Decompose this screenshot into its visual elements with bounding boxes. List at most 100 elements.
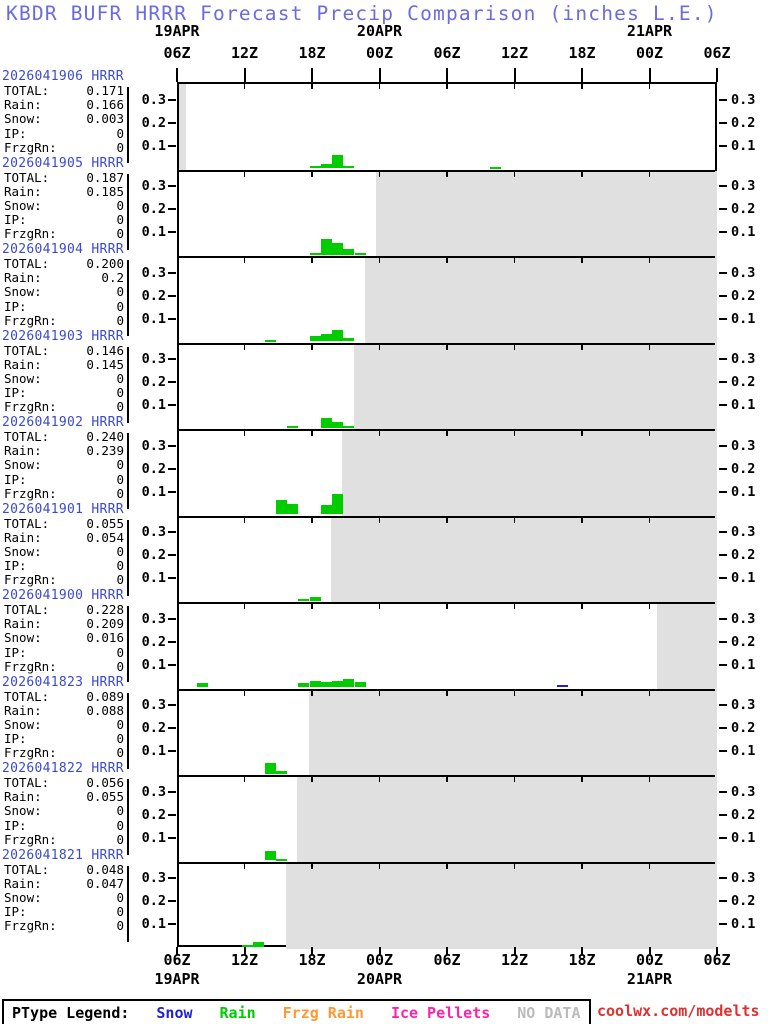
y-axis-label-right: 0.2 xyxy=(731,720,756,736)
y-tick-right xyxy=(719,144,727,147)
x-tick xyxy=(648,431,651,436)
x-tick xyxy=(513,344,516,350)
y-axis-label-right: 0.3 xyxy=(731,870,756,886)
stat-value: 0.055 xyxy=(86,515,124,531)
stat-name: IP: xyxy=(4,904,27,920)
y-axis-label-right: 0.3 xyxy=(731,524,756,540)
stat-name: IP: xyxy=(4,471,27,487)
date-label: 20APR xyxy=(356,970,403,988)
y-axis-label-left: 0.1 xyxy=(141,137,166,154)
y-axis-label-left: 0.1 xyxy=(141,483,166,500)
y-axis-label-left: 0.2 xyxy=(141,893,166,909)
stat-name: Rain: xyxy=(4,616,42,632)
x-tick xyxy=(311,863,313,869)
y-tick-right xyxy=(719,467,727,470)
y-axis-label-left: 0.3 xyxy=(141,697,166,713)
y-axis-label-left: 0.2 xyxy=(141,720,166,736)
stats-block: TOTAL: 0.089 Rain: 0.088 Snow: 0 IP: 0 FrzgRn: 0 xyxy=(4,689,124,761)
stat-name: Snow: xyxy=(4,889,42,905)
precip-bar-rain xyxy=(298,682,310,688)
x-tick xyxy=(446,431,448,436)
y-axis-label-left: 0.2 xyxy=(141,633,166,650)
y-axis-label-left: 0.2 xyxy=(141,374,166,390)
top-axis-tick xyxy=(716,68,718,82)
y-tick-left xyxy=(168,144,176,147)
stats-block: TOTAL: 0.171 Rain: 0.166 Snow: 0.003 IP: 0 FrzgR… xyxy=(4,83,124,155)
top-axis-tick xyxy=(176,68,178,82)
stat-value: 0 xyxy=(116,125,124,141)
y-axis-label-right: 0.1 xyxy=(731,570,756,586)
x-tick xyxy=(378,604,381,609)
stat-value: 0 xyxy=(116,658,124,674)
ptype-legend: PType Legend: Snow Rain Frzg Rain Ice Pelle… xyxy=(2,999,591,1024)
time-tick-label: 12Z xyxy=(500,44,529,62)
no-data-region xyxy=(342,430,717,517)
stats-bracket xyxy=(127,433,129,509)
precip-bar-rain xyxy=(320,418,332,428)
stats-bracket xyxy=(127,260,129,336)
panel-divider xyxy=(179,688,715,691)
x-tick xyxy=(648,863,651,869)
stat-value: 0.056 xyxy=(86,775,124,790)
bottom-axis-tick xyxy=(176,947,178,955)
top-axis-tick xyxy=(378,68,381,82)
y-axis-label-left: 0.3 xyxy=(141,264,166,281)
y-tick-left xyxy=(168,317,176,320)
precip-bar-rain xyxy=(343,338,355,342)
stats-bracket xyxy=(127,173,129,250)
time-tick-label: 06Z xyxy=(163,44,191,62)
x-tick xyxy=(648,258,651,263)
stat-name: FrzgRn: xyxy=(4,658,57,674)
stat-value: 0 xyxy=(116,312,124,328)
stat-value: 0 xyxy=(116,918,124,934)
y-tick-right xyxy=(719,404,727,406)
x-tick xyxy=(581,258,583,263)
precip-bar-rain xyxy=(298,598,310,601)
y-axis-label-left: 0.1 xyxy=(141,310,166,327)
stat-name: IP: xyxy=(4,558,27,574)
x-tick xyxy=(648,84,651,89)
precip-bar-rain xyxy=(320,681,332,688)
top-axis-tick xyxy=(446,68,448,82)
x-tick xyxy=(243,777,246,782)
precip-bar-rain xyxy=(264,339,276,342)
stat-name: Snow: xyxy=(4,803,42,819)
run-label: 2026041905 HRRR xyxy=(2,155,124,171)
time-tick-label: 06Z xyxy=(703,951,731,969)
stat-row: Snow: 0 xyxy=(4,804,124,818)
stat-value: 0 xyxy=(116,212,124,228)
stat-row: Rain: 0.145 xyxy=(4,357,124,372)
stat-name: Snow: xyxy=(4,111,42,127)
stat-row: Rain: 0.166 xyxy=(4,98,124,112)
precip-bar-rain xyxy=(287,426,298,428)
stat-value: 0 xyxy=(116,716,124,732)
stat-value: 0 xyxy=(116,197,124,213)
time-tick-label: 18Z xyxy=(298,44,326,62)
run-label: 2026041901 HRRR xyxy=(2,501,124,517)
stat-value: 0.239 xyxy=(86,443,124,459)
run-label: 2026041823 HRRR xyxy=(2,674,124,690)
x-tick xyxy=(378,517,381,523)
stat-row: TOTAL: 0.240 xyxy=(4,429,124,444)
panel-divider xyxy=(179,861,715,864)
precip-bar-rain xyxy=(343,679,355,688)
stat-row: Rain: 0.055 xyxy=(4,790,124,804)
stat-value: 0 xyxy=(116,298,124,314)
y-tick-right xyxy=(719,381,727,383)
panel-divider xyxy=(179,515,715,518)
time-tick-label: 12Z xyxy=(230,44,259,62)
stat-name: FrzgRn: xyxy=(4,399,57,415)
bottom-axis-tick xyxy=(513,947,516,955)
x-tick xyxy=(243,431,246,436)
time-tick-label: 00Z xyxy=(635,951,664,969)
time-tick-label: 00Z xyxy=(365,951,394,969)
y-axis-label-right: 0.3 xyxy=(731,697,756,713)
stat-value: 0 xyxy=(116,399,124,415)
stat-row: Rain: 0.239 xyxy=(4,444,124,458)
no-data-region xyxy=(376,170,717,257)
y-tick-right xyxy=(719,185,727,187)
x-tick xyxy=(378,258,381,263)
y-axis-label-right: 0.2 xyxy=(731,114,756,131)
x-tick xyxy=(648,690,651,696)
